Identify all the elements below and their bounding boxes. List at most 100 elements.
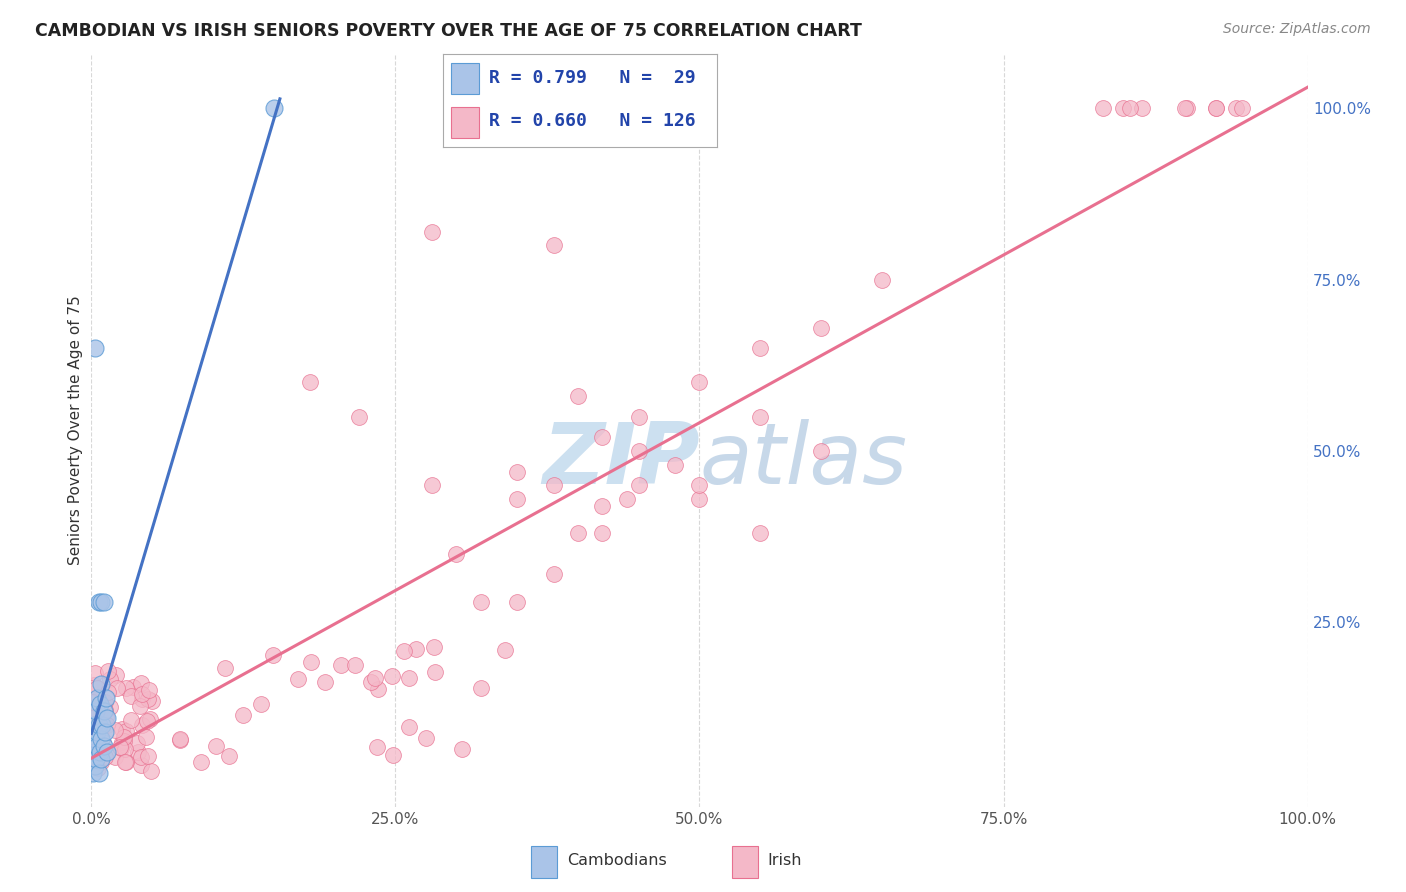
Point	[263, 101, 285, 115]
Text: CAMBODIAN VS IRISH SENIORS POVERTY OVER THE AGE OF 75 CORRELATION CHART: CAMBODIAN VS IRISH SENIORS POVERTY OVER …	[35, 22, 862, 40]
Point	[82, 695, 104, 709]
Point	[398, 720, 420, 734]
Point	[347, 409, 370, 424]
Point	[90, 677, 112, 691]
Point	[382, 748, 405, 763]
Point	[94, 724, 117, 739]
Text: R = 0.799   N =  29: R = 0.799 N = 29	[489, 70, 696, 87]
Point	[86, 681, 108, 695]
Point	[664, 458, 686, 472]
Point	[131, 692, 153, 706]
Point	[96, 746, 118, 760]
Text: Irish: Irish	[768, 853, 801, 868]
Point	[121, 680, 143, 694]
Point	[392, 643, 415, 657]
Point	[262, 648, 284, 662]
Point	[1092, 101, 1115, 115]
Point	[343, 658, 366, 673]
Point	[810, 444, 832, 458]
Point	[138, 683, 160, 698]
Point	[405, 642, 427, 657]
Point	[91, 735, 114, 749]
Point	[506, 595, 529, 609]
Point	[139, 764, 162, 779]
Point	[127, 736, 149, 750]
Y-axis label: Seniors Poverty Over the Age of 75: Seniors Poverty Over the Age of 75	[67, 295, 83, 566]
Bar	[451, 107, 478, 138]
Text: Source: ZipAtlas.com: Source: ZipAtlas.com	[1223, 22, 1371, 37]
Point	[136, 714, 159, 728]
Point	[110, 741, 132, 756]
Point	[141, 693, 163, 707]
Point	[218, 748, 240, 763]
Point	[115, 723, 138, 738]
Point	[1130, 101, 1153, 115]
Point	[367, 681, 389, 696]
Point	[93, 739, 115, 753]
Point	[135, 730, 157, 744]
Point	[91, 718, 114, 732]
Point	[749, 526, 772, 541]
Point	[749, 341, 772, 355]
Point	[627, 444, 650, 458]
Point	[82, 766, 104, 780]
Point	[94, 690, 117, 705]
Point	[86, 739, 108, 753]
Point	[89, 746, 111, 760]
Point	[1230, 101, 1253, 115]
Bar	[531, 846, 557, 878]
Point	[105, 667, 128, 681]
Point	[688, 491, 710, 506]
Point	[84, 341, 107, 355]
Point	[110, 739, 132, 754]
Point	[87, 718, 110, 732]
Text: ZIP: ZIP	[541, 419, 699, 502]
Point	[169, 731, 191, 746]
Point	[98, 700, 121, 714]
Point	[567, 526, 589, 541]
Text: atlas: atlas	[699, 419, 907, 502]
Point	[82, 700, 104, 714]
Point	[136, 749, 159, 764]
Point	[129, 699, 152, 714]
Point	[90, 752, 112, 766]
Point	[1205, 101, 1227, 115]
Point	[423, 640, 446, 655]
Bar	[451, 63, 478, 94]
Point	[114, 756, 136, 770]
Point	[420, 478, 443, 492]
Point	[591, 430, 613, 444]
Point	[84, 710, 107, 724]
Point	[810, 320, 832, 334]
Point	[127, 745, 149, 759]
Point	[627, 478, 650, 492]
Point	[364, 671, 387, 685]
Point	[688, 376, 710, 390]
Bar	[731, 846, 758, 878]
Point	[120, 690, 142, 704]
Point	[129, 750, 152, 764]
Point	[398, 671, 420, 685]
Point	[90, 731, 112, 746]
Point	[543, 238, 565, 252]
Point	[84, 759, 107, 773]
Point	[190, 755, 212, 769]
Point	[749, 409, 772, 424]
Point	[104, 723, 127, 738]
Point	[93, 595, 115, 609]
Point	[83, 718, 105, 732]
Point	[415, 731, 437, 745]
Point	[112, 730, 135, 744]
Point	[94, 710, 117, 724]
Point	[204, 739, 226, 753]
Point	[688, 478, 710, 492]
Point	[366, 740, 388, 755]
Point	[87, 761, 110, 775]
Point	[111, 735, 134, 749]
Point	[90, 595, 112, 609]
Point	[114, 755, 136, 769]
Point	[129, 757, 152, 772]
Point	[1205, 101, 1227, 115]
Point	[112, 734, 135, 748]
Point	[93, 704, 115, 718]
